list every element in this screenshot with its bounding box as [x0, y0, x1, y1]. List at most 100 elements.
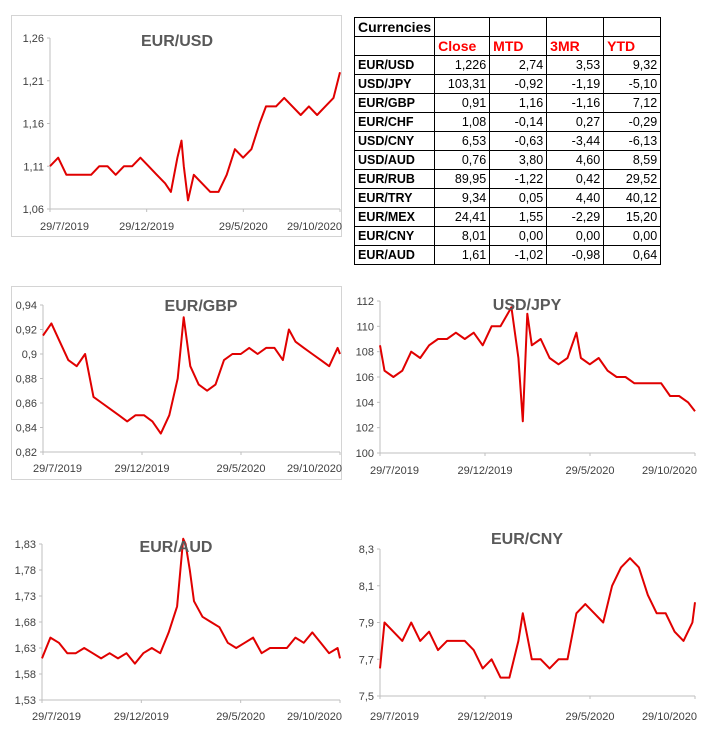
close-cell: 0,91 [434, 93, 491, 113]
ytd-cell: 0,00 [603, 226, 662, 246]
ytd-cell: 8,59 [603, 150, 662, 170]
table-row: EUR/MEX 24,41 1,55 -2,29 15,20 [353, 207, 662, 227]
y-tick-label: 8,3 [359, 544, 374, 556]
mtd-cell: 0,05 [489, 188, 548, 208]
close-cell: 89,95 [434, 169, 491, 189]
close-cell: 1,08 [434, 112, 491, 132]
pair-cell: EUR/TRY [353, 188, 436, 208]
series-line [379, 557, 696, 679]
ytd-cell: 0,64 [603, 245, 662, 265]
chart-eur-aud: 1,53 1,58 1,63 1,68 1,73 1,78 1,83 29/7/2019 29/… [15, 537, 342, 723]
chart-title: USD/JPY [493, 297, 562, 314]
y-tick-label: 1,26 [23, 33, 44, 45]
x-tick-label: 29/5/2020 [566, 465, 615, 477]
series-line [49, 71, 341, 202]
ytd-cell: 9,32 [603, 55, 662, 75]
chart-eur-gbp: 0,82 0,84 0,86 0,88 0,9 0,92 0,94 29/7/2019 29/1… [16, 298, 342, 475]
x-tick-label: 29/12/2019 [457, 465, 512, 477]
y-tick-label: 1,21 [23, 76, 44, 88]
x-tick-label: 29/12/2019 [114, 463, 169, 475]
chart-title: EUR/GBP [165, 298, 238, 315]
y-tick-label: 0,92 [16, 325, 37, 337]
series-line [379, 306, 696, 423]
x-tick-label: 29/5/2020 [217, 463, 266, 475]
x-tick-label: 29/7/2019 [370, 465, 419, 477]
table-row: USD/CNY 6,53 -0,63 -3,44 -6,13 [353, 131, 662, 151]
y-tick-label: 106 [356, 372, 374, 384]
y-tick-label: 1,68 [15, 617, 36, 629]
table-header-row: Close MTD 3MR YTD [353, 36, 662, 56]
x-tick-label: 29/7/2019 [32, 711, 81, 723]
y-tick-label: 104 [356, 397, 374, 409]
y-tick-label: 7,9 [359, 618, 374, 630]
y-tick-label: 108 [356, 347, 374, 359]
y-tick-label: 8,1 [359, 581, 374, 593]
table-row: USD/AUD 0,76 3,80 4,60 8,59 [353, 150, 662, 170]
close-cell: 103,31 [434, 74, 491, 94]
column-header-3mr: 3MR [546, 36, 605, 56]
3mr-cell: -1,16 [546, 93, 605, 113]
y-tick-label: 1,78 [15, 565, 36, 577]
y-tick-label: 112 [356, 296, 374, 308]
y-tick-label: 7,7 [359, 654, 374, 666]
pair-cell: EUR/USD [353, 55, 436, 75]
mtd-cell: -0,14 [489, 112, 548, 132]
x-tick-label: 29/12/2019 [114, 711, 169, 723]
y-tick-label: 1,11 [23, 161, 44, 173]
3mr-cell: -3,44 [546, 131, 605, 151]
x-tick-label: 29/7/2019 [40, 221, 89, 233]
3mr-cell: -1,19 [546, 74, 605, 94]
pair-cell: EUR/AUD [353, 245, 436, 265]
series-line [41, 537, 341, 665]
currencies-table: Currencies Close MTD 3MR YTD EUR/USD 1,22… [353, 17, 662, 265]
ytd-cell: 7,12 [603, 93, 662, 113]
x-tick-label: 29/7/2019 [370, 711, 419, 723]
chart-eur-gbp-panel: 0,82 0,84 0,86 0,88 0,9 0,92 0,94 29/7/2019 29/1… [11, 286, 342, 480]
ytd-cell: 29,52 [603, 169, 662, 189]
3mr-cell: -0,98 [546, 245, 605, 265]
3mr-cell: 4,40 [546, 188, 605, 208]
pair-cell: USD/CNY [353, 131, 436, 151]
y-tick-label: 0,82 [16, 447, 37, 459]
close-cell: 24,41 [434, 207, 491, 227]
y-tick-label: 102 [356, 423, 374, 435]
x-tick-label: 29/12/2019 [119, 221, 174, 233]
pair-cell: EUR/RUB [353, 169, 436, 189]
table-caption: Currencies [353, 17, 436, 37]
pair-cell: USD/JPY [353, 74, 436, 94]
y-tick-label: 1,63 [15, 643, 36, 655]
close-cell: 0,76 [434, 150, 491, 170]
close-cell: 6,53 [434, 131, 491, 151]
x-tick-label: 29/10/2020 [642, 711, 697, 723]
x-tick-label: 29/7/2019 [33, 463, 82, 475]
3mr-cell: 4,60 [546, 150, 605, 170]
chart-title: EUR/AUD [140, 539, 213, 556]
chart-usd-jpy: 100 102 104 106 108 110 112 29/7/2019 29/12/2019… [356, 296, 697, 477]
chart-title: EUR/USD [141, 33, 213, 50]
series-line [42, 316, 341, 435]
table-row: EUR/CHF 1,08 -0,14 0,27 -0,29 [353, 112, 662, 132]
y-tick-label: 100 [356, 448, 374, 460]
mtd-cell: 3,80 [489, 150, 548, 170]
y-tick-label: 1,06 [23, 204, 44, 216]
chart-eur-usd-panel: 1,06 1,11 1,16 1,21 1,26 29/7/2019 29/12/2019 2… [11, 15, 342, 237]
close-cell: 1,61 [434, 245, 491, 265]
chart-usd-jpy-panel: 100 102 104 106 108 110 112 29/7/2019 29/12/2019… [345, 286, 702, 480]
table-row: EUR/RUB 89,95 -1,22 0,42 29,52 [353, 169, 662, 189]
pair-cell: EUR/MEX [353, 207, 436, 227]
mtd-cell: -1,22 [489, 169, 548, 189]
mtd-cell: -1,02 [489, 245, 548, 265]
y-tick-label: 1,83 [15, 539, 36, 551]
y-tick-label: 110 [356, 321, 374, 333]
3mr-cell: 3,53 [546, 55, 605, 75]
table-caption-row: Currencies [353, 17, 662, 37]
y-tick-label: 1,16 [23, 119, 44, 131]
chart-eur-aud-panel: 1,53 1,58 1,63 1,68 1,73 1,78 1,83 29/7/2019 29/… [0, 528, 345, 734]
ytd-cell: -0,29 [603, 112, 662, 132]
x-tick-label: 29/12/2019 [457, 711, 512, 723]
y-tick-label: 0,88 [16, 374, 37, 386]
x-tick-label: 29/5/2020 [566, 711, 615, 723]
3mr-cell: 0,42 [546, 169, 605, 189]
chart-eur-cny-panel: 7,5 7,7 7,9 8,1 8,3 29/7/2019 29/12/2019 29/5/2… [345, 528, 702, 734]
table-row: USD/JPY 103,31 -0,92 -1,19 -5,10 [353, 74, 662, 94]
